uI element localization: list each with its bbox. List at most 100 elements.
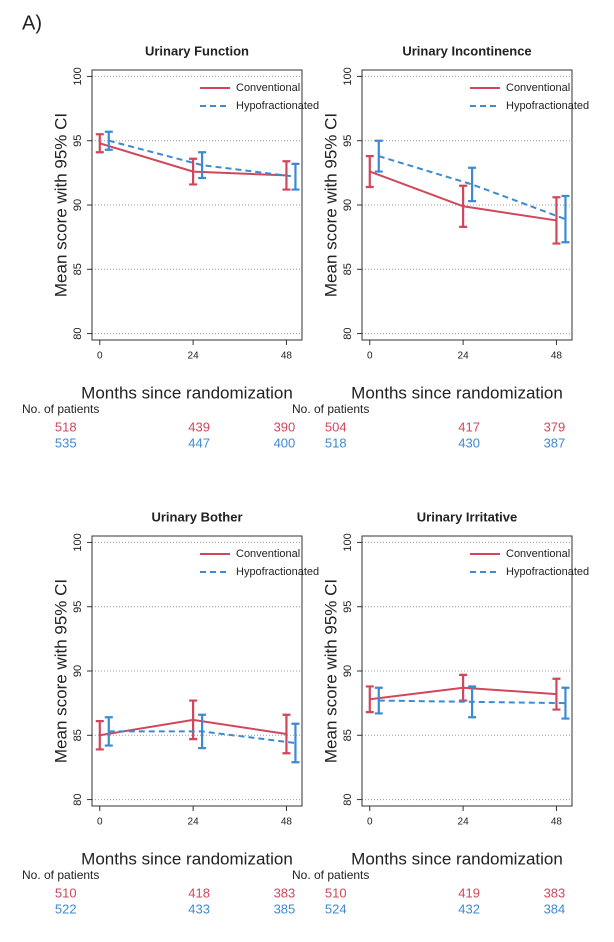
- error-bar: [198, 151, 207, 180]
- series-line: [108, 139, 296, 178]
- x-tick-label: 48: [281, 351, 293, 362]
- patient-count: 535: [55, 435, 77, 450]
- patient-count: 419: [458, 885, 480, 900]
- patient-count: 385: [274, 901, 296, 916]
- error-bar: [104, 716, 113, 747]
- x-tick-label: 48: [551, 817, 563, 828]
- y-tick-label: 85: [342, 729, 354, 741]
- patient-count: 522: [55, 901, 77, 916]
- y-axis-label: Mean score with 95% CI: [51, 113, 70, 297]
- patients-label: No. of patients: [22, 868, 99, 882]
- patient-count: 418: [188, 885, 210, 900]
- x-tick-label: 0: [97, 351, 103, 362]
- y-tick-label: 80: [342, 327, 354, 339]
- legend-label: Hypofractionated: [236, 566, 319, 578]
- y-axis-label: Mean score with 95% CI: [321, 113, 340, 297]
- y-tick-label: 100: [342, 533, 354, 551]
- error-bar: [552, 196, 561, 245]
- chart-title: Urinary Bother: [151, 509, 242, 524]
- patient-count: 387: [544, 435, 566, 450]
- x-axis-label: Months since randomization: [81, 849, 293, 868]
- legend-label: Conventional: [506, 82, 570, 94]
- patient-count: 379: [544, 419, 566, 434]
- y-tick-label: 95: [342, 601, 354, 613]
- patient-count: 383: [544, 885, 566, 900]
- error-bar: [189, 157, 198, 186]
- panel-label: A): [22, 12, 42, 34]
- error-bar: [291, 162, 300, 191]
- patient-count: 524: [325, 901, 347, 916]
- legend-label: Hypofractionated: [236, 100, 319, 112]
- legend-label: Hypofractionated: [506, 566, 589, 578]
- y-tick-label: 85: [342, 263, 354, 275]
- patient-count: 383: [274, 885, 296, 900]
- y-tick-label: 90: [342, 199, 354, 211]
- y-axis-label: Mean score with 95% CI: [321, 579, 340, 763]
- x-tick-label: 48: [551, 351, 563, 362]
- error-bar: [291, 722, 300, 764]
- x-tick-label: 0: [367, 351, 373, 362]
- chart-title: Urinary Incontinence: [402, 43, 531, 58]
- y-tick-label: 90: [72, 665, 84, 677]
- y-tick-label: 95: [72, 601, 84, 613]
- y-tick-label: 100: [342, 67, 354, 85]
- error-bar: [282, 713, 291, 755]
- chart-title: Urinary Function: [145, 43, 249, 58]
- x-axis-label: Months since randomization: [351, 849, 563, 868]
- x-tick-label: 0: [367, 817, 373, 828]
- error-bar: [189, 699, 198, 741]
- error-bar: [374, 139, 383, 173]
- error-bar: [365, 155, 374, 189]
- plot-frame: [361, 69, 573, 341]
- patient-count: 384: [544, 901, 566, 916]
- y-tick-label: 85: [72, 729, 84, 741]
- patient-count: 510: [55, 885, 77, 900]
- y-tick-label: 90: [342, 665, 354, 677]
- patient-count: 510: [325, 885, 347, 900]
- error-bar: [374, 686, 383, 715]
- y-tick-label: 80: [342, 793, 354, 805]
- y-tick-label: 100: [72, 67, 84, 85]
- error-bar: [459, 673, 468, 702]
- plot-frame: [361, 535, 573, 807]
- x-tick-label: 0: [97, 817, 103, 828]
- x-tick-label: 24: [188, 351, 200, 362]
- error-bar: [552, 677, 561, 711]
- patient-count: 417: [458, 419, 480, 434]
- patient-count: 518: [55, 419, 77, 434]
- error-bar: [561, 194, 570, 244]
- y-axis-label: Mean score with 95% CI: [51, 579, 70, 763]
- error-bar: [561, 686, 570, 720]
- x-tick-label: 48: [281, 817, 293, 828]
- error-bar: [104, 130, 113, 151]
- patient-count: 430: [458, 435, 480, 450]
- plot-frame: [91, 535, 303, 807]
- patients-label: No. of patients: [292, 868, 369, 882]
- patient-count: 504: [325, 419, 347, 434]
- error-bar: [459, 184, 468, 228]
- patient-count: 447: [188, 435, 210, 450]
- y-tick-label: 85: [72, 263, 84, 275]
- patient-count: 390: [274, 419, 296, 434]
- y-tick-label: 95: [342, 135, 354, 147]
- error-bar: [365, 685, 374, 714]
- error-bar: [198, 713, 207, 750]
- error-bar: [95, 133, 104, 154]
- x-tick-label: 24: [188, 817, 200, 828]
- chart-title: Urinary Irritative: [417, 509, 517, 524]
- error-bar: [468, 166, 477, 203]
- x-axis-label: Months since randomization: [351, 383, 563, 402]
- patients-label: No. of patients: [22, 402, 99, 416]
- legend-label: Hypofractionated: [506, 100, 589, 112]
- x-tick-label: 24: [458, 817, 470, 828]
- y-tick-label: 80: [72, 327, 84, 339]
- patient-count: 432: [458, 901, 480, 916]
- error-bar: [468, 685, 477, 719]
- patient-count: 518: [325, 435, 347, 450]
- patients-label: No. of patients: [292, 402, 369, 416]
- y-tick-label: 80: [72, 793, 84, 805]
- patient-count: 433: [188, 901, 210, 916]
- legend-label: Conventional: [236, 548, 300, 560]
